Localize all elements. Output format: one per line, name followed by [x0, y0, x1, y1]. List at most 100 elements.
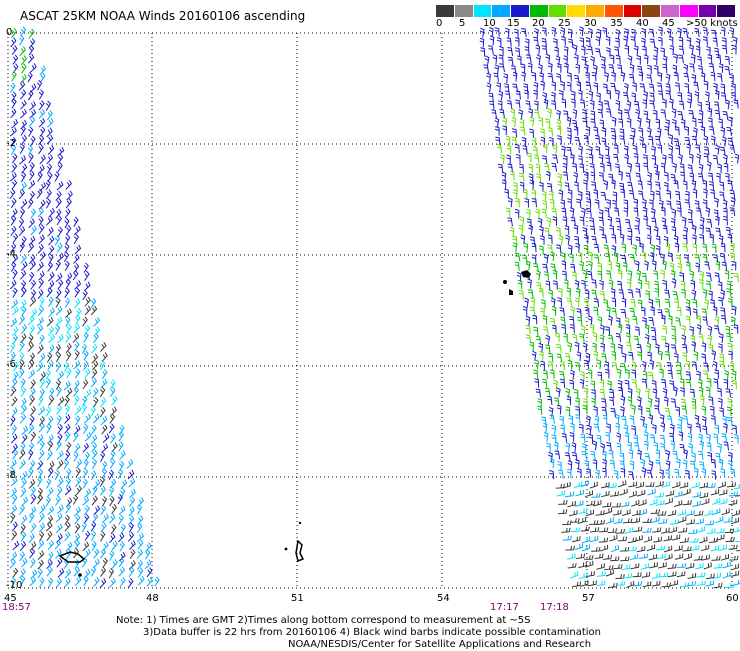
wind-barb: [637, 65, 643, 75]
wind-barb: [74, 287, 81, 298]
legend-swatch: [586, 5, 605, 17]
wind-barb: [689, 388, 695, 398]
wind-barb: [676, 306, 682, 316]
wind-barb: [714, 325, 720, 335]
wind-barb: [632, 82, 637, 92]
wind-barb: [100, 415, 108, 426]
wind-barb: [552, 280, 558, 290]
legend-label: 0: [436, 18, 443, 29]
wind-barb: [39, 65, 46, 76]
wind-barb: [615, 28, 621, 39]
wind-barb: [523, 83, 529, 93]
wind-barb: [101, 424, 108, 435]
wind-barb: [587, 315, 593, 326]
wind-barb: [18, 81, 26, 91]
wind-barb: [612, 191, 618, 201]
wind-barb: [108, 568, 115, 579]
wind-barb: [100, 505, 107, 516]
wind-barb: [702, 253, 708, 263]
wind-barb: [591, 397, 596, 408]
wind-barb: [689, 63, 695, 73]
wind-barb: [600, 191, 607, 201]
wind-barb: [20, 531, 27, 542]
wind-barb: [694, 28, 700, 38]
wind-barb: [595, 510, 605, 516]
wind-barb: [605, 270, 612, 280]
wind-barb: [56, 415, 62, 426]
wind-barb: [678, 527, 688, 533]
wind-barb: [726, 332, 731, 343]
wind-barb: [653, 441, 658, 452]
wind-barb: [90, 424, 97, 435]
wind-barb: [38, 449, 45, 460]
wind-barb: [594, 134, 600, 145]
wind-barb: [545, 344, 551, 354]
wind-barb: [607, 260, 612, 271]
wind-barb: [673, 53, 679, 64]
wind-barb: [55, 344, 62, 355]
wind-barb: [556, 344, 562, 353]
wind-barb: [613, 470, 619, 480]
wind-barb: [694, 510, 704, 517]
wind-barb: [682, 27, 688, 37]
wind-barb: [93, 479, 101, 489]
wind-barb: [588, 145, 593, 156]
wind-barb: [660, 443, 666, 453]
wind-barb: [676, 563, 687, 568]
wind-barb: [512, 235, 518, 246]
wind-barb: [663, 545, 673, 553]
wind-barb: [552, 144, 558, 155]
wind-barb: [64, 297, 71, 308]
wind-barb: [627, 289, 634, 299]
wind-barb: [659, 414, 665, 425]
wind-barb: [548, 289, 553, 300]
wind-barb: [535, 335, 542, 345]
wind-barb: [702, 288, 708, 299]
wind-barb: [10, 487, 18, 498]
wind-barb: [46, 559, 53, 570]
wind-barb: [704, 509, 713, 517]
wind-barb: [535, 270, 541, 281]
wind-barb: [649, 100, 655, 110]
wind-barb: [524, 297, 529, 308]
wind-barb: [577, 517, 587, 524]
wind-barb: [712, 254, 719, 264]
wind-barb: [647, 488, 656, 496]
wind-barb: [574, 75, 580, 84]
wind-barb: [640, 415, 645, 426]
wind-barb: [575, 287, 581, 298]
wind-barb: [683, 553, 693, 561]
wind-barb: [83, 262, 89, 273]
wind-barb: [74, 443, 81, 454]
wind-barb: [47, 467, 54, 478]
wind-barb: [587, 28, 593, 38]
wind-barb: [705, 207, 711, 217]
wind-barb: [692, 188, 698, 199]
wind-barb: [728, 298, 733, 308]
wind-barb: [604, 368, 610, 379]
wind-barb: [604, 565, 614, 570]
wind-barb: [620, 188, 625, 199]
wind-barb: [707, 334, 713, 345]
wind-barb: [512, 83, 519, 93]
wind-barb: [586, 198, 592, 208]
wind-barb: [686, 581, 697, 587]
wind-barb: [82, 316, 88, 327]
wind-barb: [718, 118, 723, 128]
wind-barb: [522, 254, 528, 264]
wind-barb: [733, 99, 739, 109]
wind-barb: [708, 172, 714, 182]
wind-barb: [722, 561, 731, 569]
wind-barb: [609, 396, 615, 406]
wind-barb: [701, 308, 708, 318]
wind-barb: [28, 369, 36, 379]
wind-barb: [653, 270, 659, 280]
wind-barb: [541, 155, 548, 165]
wind-barb: [28, 179, 36, 190]
wind-barb: [625, 332, 631, 343]
wind-barb: [92, 485, 98, 496]
wind-barb: [648, 135, 654, 145]
wind-barb: [591, 492, 601, 498]
wind-barb: [506, 100, 513, 110]
wind-barb: [631, 499, 640, 507]
